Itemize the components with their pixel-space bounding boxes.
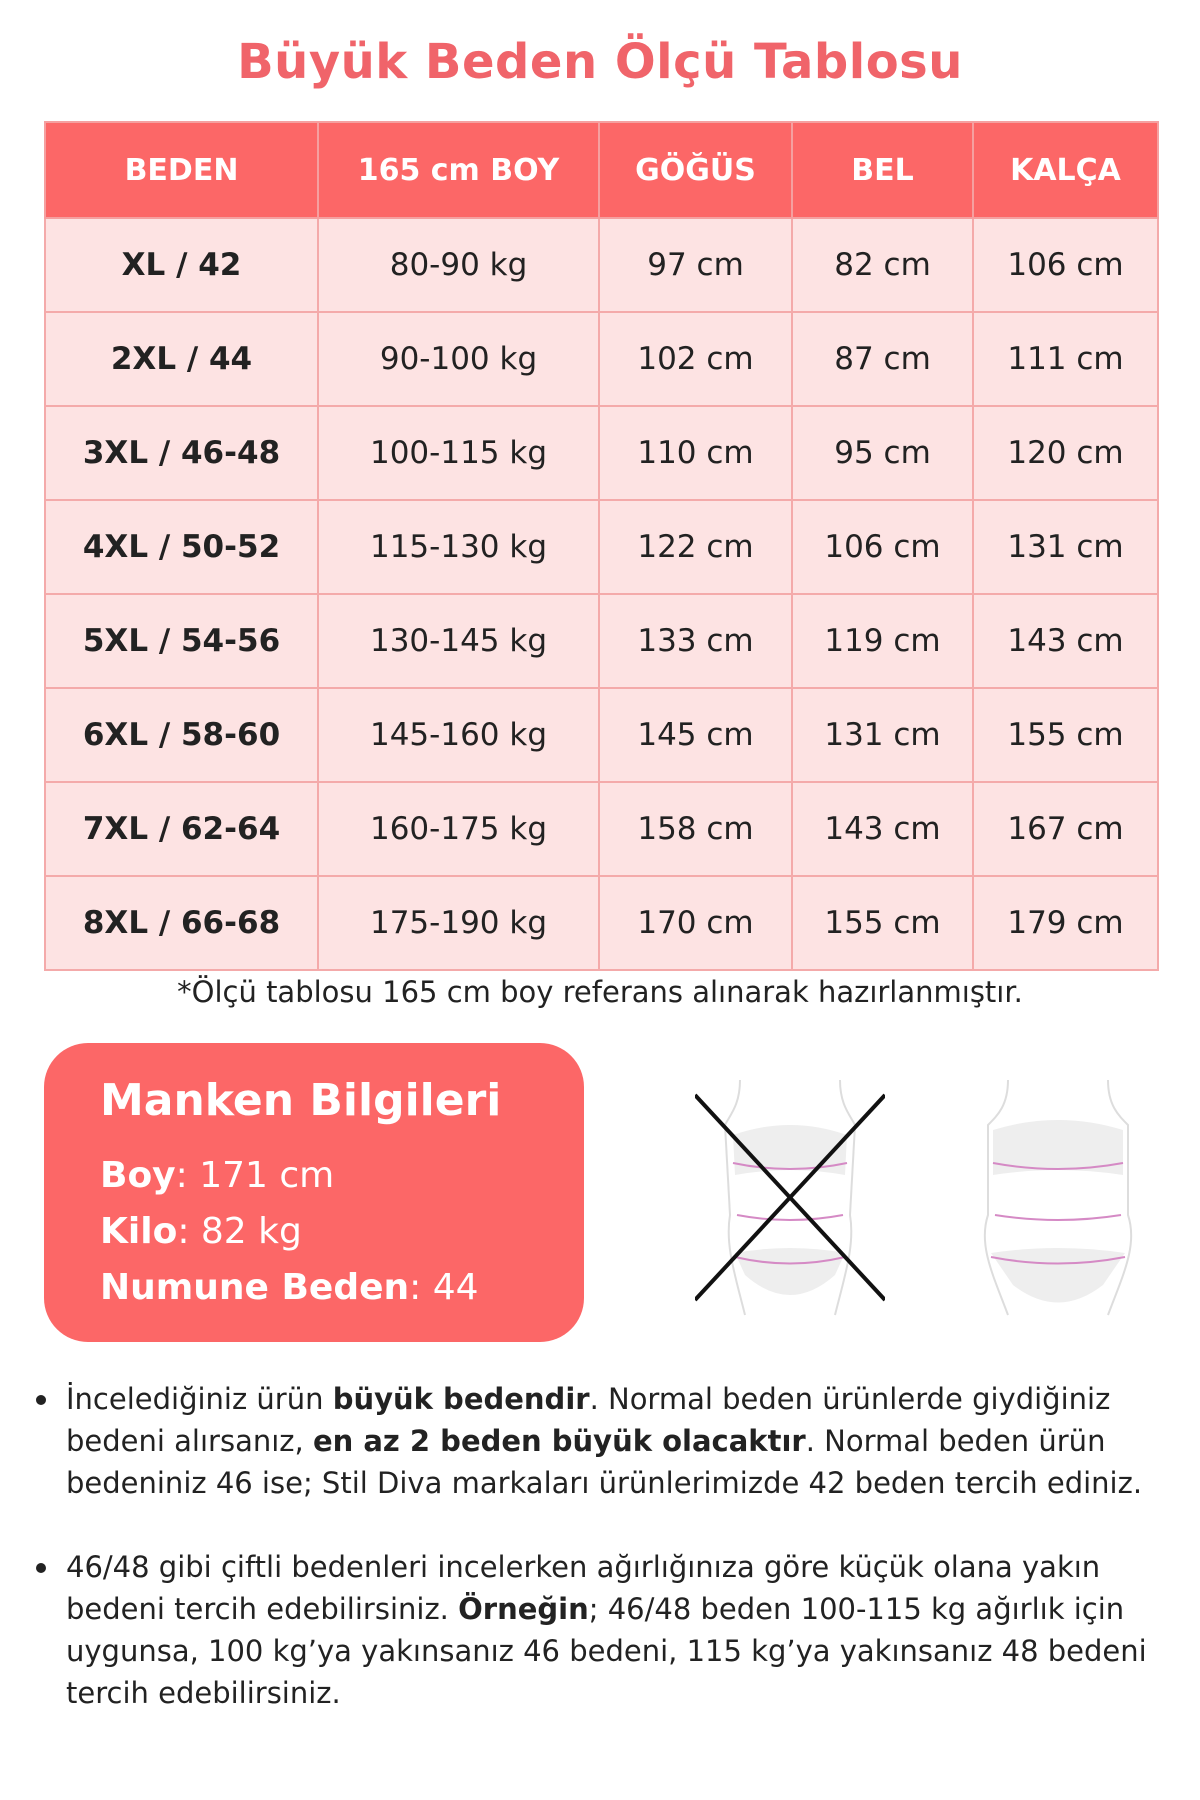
cell-weight: 90-100 kg [317, 311, 600, 407]
footnote: *Ölçü tablosu 165 cm boy referans alınar… [177, 975, 1023, 1009]
cell-size: 8XL / 66-68 [44, 875, 319, 971]
text: ; 46/48 beden 100-115 kg ağırlık için uy… [66, 1592, 1147, 1710]
cell-waist: 155 cm [791, 875, 974, 971]
cell-waist: 131 cm [791, 687, 974, 783]
table-header-row: BEDEN 165 cm BOY GÖĞÜS BEL KALÇA [44, 121, 1159, 219]
model-info-heading: Manken Bilgileri [100, 1075, 502, 1126]
header-gogus: GÖĞÜS [598, 121, 793, 219]
cell-weight: 160-175 kg [317, 781, 600, 877]
bullet-item: İncelediğiniz ürün büyük bedendir. Norma… [30, 1378, 1180, 1504]
info-bullets: İncelediğiniz ürün büyük bedendir. Norma… [30, 1378, 1180, 1756]
bold-text: Örneğin [458, 1592, 589, 1626]
table-row: 3XL / 46-48 100-115 kg 110 cm 95 cm 120 cm [44, 405, 1159, 501]
cell-weight: 80-90 kg [317, 217, 600, 313]
bullet-item: 46/48 gibi çiftli bedenleri incelerken a… [30, 1546, 1180, 1714]
text: . Normal beden ürünlerde giydiğiniz bede… [66, 1382, 1111, 1458]
bold-text: en az 2 beden büyük olacaktır [312, 1424, 806, 1458]
text: 46/48 gibi çiftli bedenleri incelerken a… [66, 1550, 1101, 1626]
cell-chest: 133 cm [598, 593, 793, 689]
table-row: 7XL / 62-64 160-175 kg 158 cm 143 cm 167 cm [44, 781, 1159, 877]
cell-size: 2XL / 44 [44, 311, 319, 407]
cell-hip: 167 cm [972, 781, 1159, 877]
label: Boy [100, 1155, 176, 1196]
table-row: 4XL / 50-52 115-130 kg 122 cm 106 cm 131 cm [44, 499, 1159, 595]
model-sample-size: Numune Beden: 44 [100, 1267, 479, 1308]
page-title: Büyük Beden Ölçü Tablosu [237, 34, 963, 90]
cell-chest: 158 cm [598, 781, 793, 877]
cell-waist: 87 cm [791, 311, 974, 407]
model-weight: Kilo: 82 kg [100, 1211, 302, 1252]
label: Numune Beden [100, 1267, 410, 1308]
table-row: 2XL / 44 90-100 kg 102 cm 87 cm 111 cm [44, 311, 1159, 407]
cell-waist: 95 cm [791, 405, 974, 501]
cell-weight: 175-190 kg [317, 875, 600, 971]
header-kalca: KALÇA [972, 121, 1159, 219]
value: : 82 kg [177, 1211, 302, 1252]
cell-waist: 106 cm [791, 499, 974, 595]
cell-waist: 82 cm [791, 217, 974, 313]
cell-chest: 145 cm [598, 687, 793, 783]
header-beden: BEDEN [44, 121, 319, 219]
cell-hip: 106 cm [972, 217, 1159, 313]
cell-hip: 120 cm [972, 405, 1159, 501]
header-boy: 165 cm BOY [317, 121, 600, 219]
cell-hip: 131 cm [972, 499, 1159, 595]
cell-hip: 143 cm [972, 593, 1159, 689]
cell-chest: 170 cm [598, 875, 793, 971]
text: . Normal beden ürün bedeniniz 46 ise; St… [66, 1424, 1143, 1500]
table-row: 5XL / 54-56 130-145 kg 133 cm 119 cm 143 cm [44, 593, 1159, 689]
model-height: Boy: 171 cm [100, 1155, 334, 1196]
label: Kilo [100, 1211, 178, 1252]
cell-chest: 97 cm [598, 217, 793, 313]
cell-size: 3XL / 46-48 [44, 405, 319, 501]
cell-hip: 155 cm [972, 687, 1159, 783]
cell-chest: 102 cm [598, 311, 793, 407]
cell-weight: 100-115 kg [317, 405, 600, 501]
value: : 44 [409, 1267, 479, 1308]
cell-hip: 179 cm [972, 875, 1159, 971]
cell-chest: 122 cm [598, 499, 793, 595]
cell-chest: 110 cm [598, 405, 793, 501]
header-bel: BEL [791, 121, 974, 219]
table-row: 6XL / 58-60 145-160 kg 145 cm 131 cm 155 cm [44, 687, 1159, 783]
cell-weight: 115-130 kg [317, 499, 600, 595]
bullet-dot-icon [36, 1395, 46, 1405]
cell-waist: 143 cm [791, 781, 974, 877]
cell-hip: 111 cm [972, 311, 1159, 407]
cell-weight: 130-145 kg [317, 593, 600, 689]
cell-size: 7XL / 62-64 [44, 781, 319, 877]
cell-size: 4XL / 50-52 [44, 499, 319, 595]
wrong-body-figure-icon [695, 1079, 885, 1316]
bullet-dot-icon [36, 1563, 46, 1573]
correct-body-figure-icon [983, 1079, 1133, 1316]
cell-size: 5XL / 54-56 [44, 593, 319, 689]
cell-size: 6XL / 58-60 [44, 687, 319, 783]
text: İncelediğiniz ürün [66, 1382, 333, 1416]
size-table: BEDEN 165 cm BOY GÖĞÜS BEL KALÇA XL / 42… [44, 121, 1159, 971]
table-row: 8XL / 66-68 175-190 kg 170 cm 155 cm 179 cm [44, 875, 1159, 971]
bold-text: büyük bedendir [332, 1382, 590, 1416]
model-info-card: Manken Bilgileri Boy: 171 cm Kilo: 82 kg… [44, 1043, 584, 1342]
cell-size: XL / 42 [44, 217, 319, 313]
value: : 171 cm [175, 1155, 335, 1196]
table-row: XL / 42 80-90 kg 97 cm 82 cm 106 cm [44, 217, 1159, 313]
cell-waist: 119 cm [791, 593, 974, 689]
cell-weight: 145-160 kg [317, 687, 600, 783]
